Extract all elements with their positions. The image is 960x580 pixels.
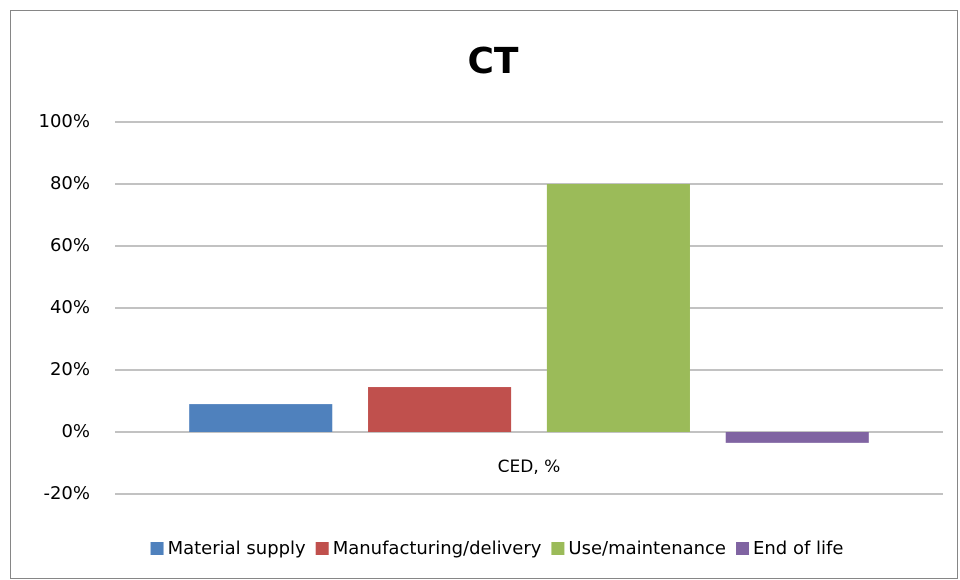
y-tick-label: 100%: [39, 111, 90, 132]
legend-label: Material supply: [168, 538, 306, 559]
legend-swatch: [551, 542, 565, 555]
legend-swatch: [150, 542, 164, 555]
y-tick-label: -20%: [43, 483, 90, 504]
legend-swatch: [315, 542, 329, 555]
bar: [725, 432, 869, 443]
y-tick-label: 0%: [61, 421, 90, 442]
y-tick-label: 20%: [50, 359, 90, 380]
chart-frame: [10, 10, 958, 579]
y-tick-label: 60%: [50, 235, 90, 256]
legend-label: End of life: [753, 538, 843, 559]
y-tick-label: 80%: [50, 173, 90, 194]
legend-swatch: [736, 542, 750, 555]
y-tick-label: 40%: [50, 297, 90, 318]
legend-label: Use/maintenance: [568, 538, 726, 559]
x-tick-label: CED, %: [498, 457, 561, 477]
legend-label: Manufacturing/delivery: [333, 538, 542, 559]
bar: [189, 404, 333, 432]
bar: [546, 184, 690, 432]
chart-title: CT: [468, 41, 519, 82]
bar: [368, 387, 512, 432]
